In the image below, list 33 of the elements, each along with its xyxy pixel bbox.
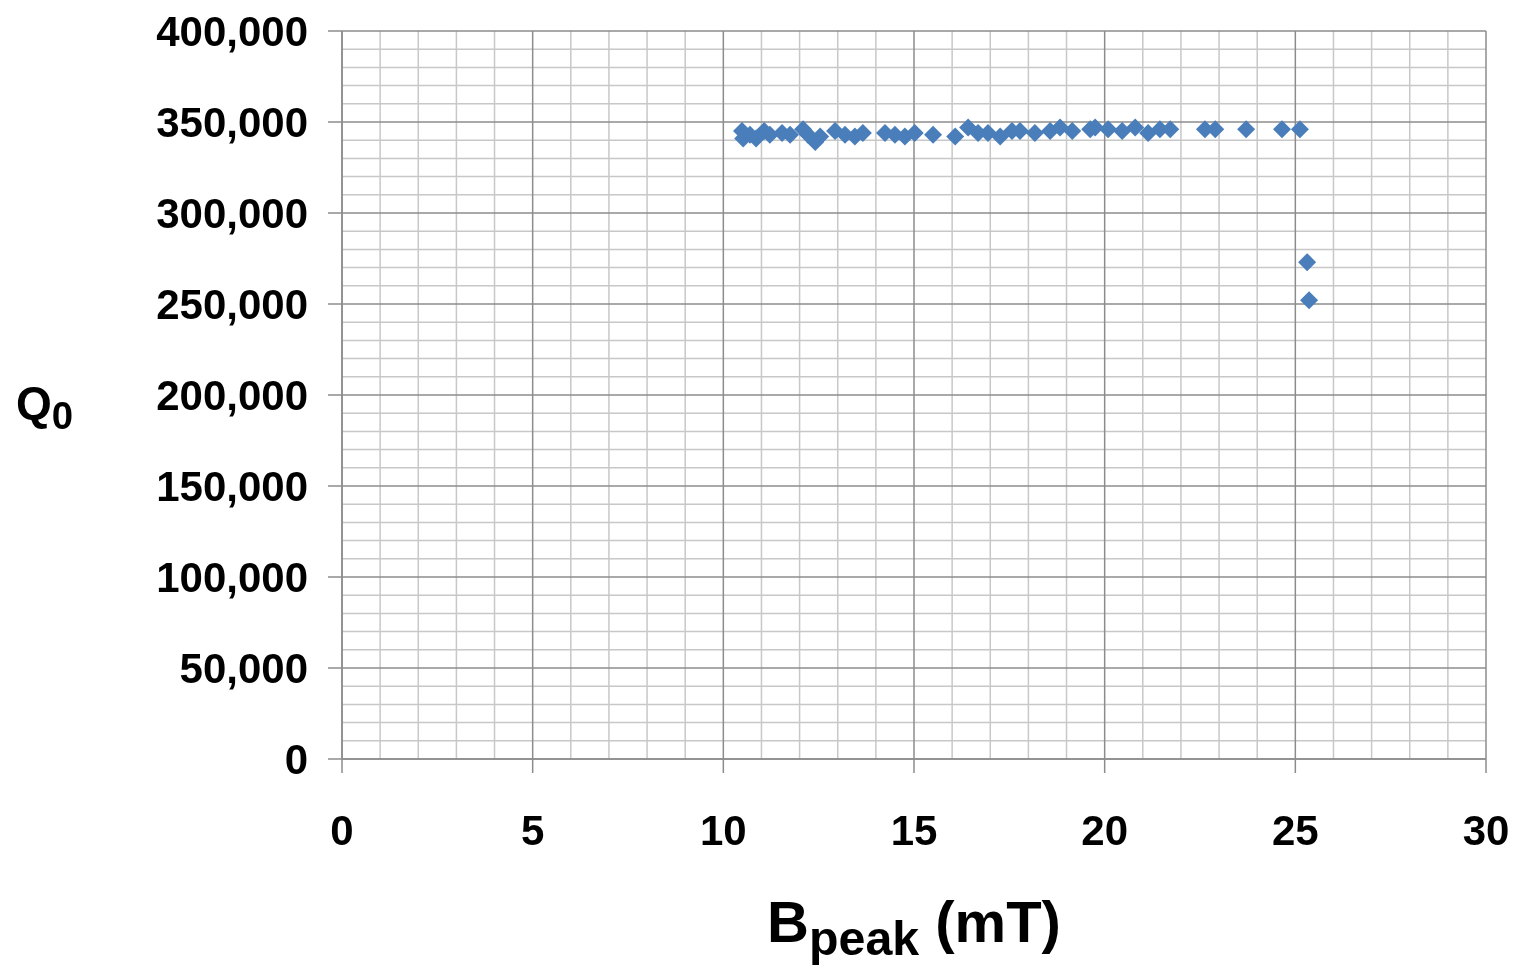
point <box>1139 123 1158 142</box>
point <box>1063 122 1082 141</box>
y-tick-label: 0 <box>284 735 308 783</box>
y-axis-title: Q$_{0}$ <box>16 376 74 439</box>
x-tick-label: 25 <box>1271 806 1319 854</box>
point <box>1051 118 1070 137</box>
point <box>1237 120 1256 139</box>
y-tick-label: 150,000 <box>156 462 308 510</box>
x-tick-label: 10 <box>699 806 747 854</box>
y-tick-label: 350,000 <box>156 98 308 146</box>
point <box>1272 120 1291 139</box>
y-tick-label: 50,000 <box>179 644 308 692</box>
x-axis-title: B$_{peak}$ (mT) <box>766 888 1062 966</box>
x-tick-label: 5 <box>520 806 545 854</box>
point <box>1126 118 1145 137</box>
point <box>1300 291 1319 310</box>
y-tick-label: 200,000 <box>156 371 308 419</box>
point <box>946 127 965 146</box>
y-tick-label: 250,000 <box>156 280 308 328</box>
y-tick-label: 100,000 <box>156 553 308 601</box>
point <box>1113 122 1132 141</box>
x-tick-label: 20 <box>1081 806 1129 854</box>
y-tick-label: 400,000 <box>156 7 308 55</box>
point <box>1298 253 1317 272</box>
x-tick-label: 30 <box>1462 806 1510 854</box>
point <box>1290 120 1309 139</box>
point <box>1025 123 1044 142</box>
y-tick-label: 300,000 <box>156 189 308 237</box>
point <box>1099 120 1118 139</box>
x-tick-label: 15 <box>890 806 938 854</box>
point <box>991 127 1010 146</box>
x-tick-label: 0 <box>330 806 354 854</box>
point <box>924 125 943 144</box>
